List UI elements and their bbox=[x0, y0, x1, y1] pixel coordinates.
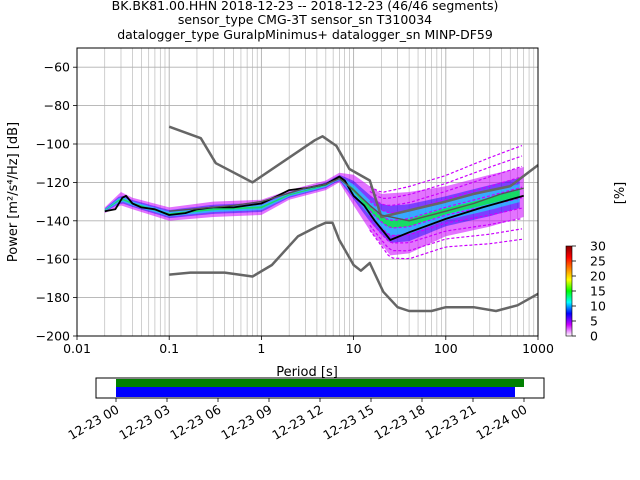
density-band-outer bbox=[104, 167, 524, 256]
sparse-trace bbox=[369, 165, 523, 206]
timeline-tick-label: 12-23 03 bbox=[116, 402, 172, 443]
x-axis-label: Period [s] bbox=[276, 365, 338, 380]
sparse-trace bbox=[369, 224, 523, 252]
x-tick-label: 100 bbox=[434, 341, 458, 356]
y-axis-label: Power [m²/s⁴/Hz] [dB] bbox=[6, 122, 21, 262]
y-tick-label: −60 bbox=[44, 60, 70, 75]
sparse-trace bbox=[369, 155, 523, 200]
sparse-trace bbox=[369, 176, 523, 214]
series-noise-model-low bbox=[169, 221, 539, 313]
timeline-tick-label: 12-23 00 bbox=[65, 402, 121, 443]
colorbar-tick-label: 5 bbox=[590, 314, 598, 329]
colorbar-tick-label: 0 bbox=[590, 329, 598, 344]
segments-bar bbox=[116, 387, 515, 397]
series-mode bbox=[104, 175, 524, 241]
series-mean bbox=[169, 177, 524, 222]
coverage-bar bbox=[116, 379, 524, 387]
y-axis-ticks: −200 −180 −160 −140 −120 −100 −80 −60 bbox=[36, 60, 77, 344]
sparse-trace bbox=[369, 229, 523, 260]
colorbar-tick-label: 20 bbox=[590, 269, 606, 284]
y-tick-label: −140 bbox=[36, 213, 70, 228]
colorbar-tick-label: 25 bbox=[590, 254, 606, 269]
title-line-3: datalogger_type GuralpMinimus+ datalogge… bbox=[117, 27, 493, 42]
colorbar-tick-label: 30 bbox=[590, 239, 606, 254]
colorbar-scale bbox=[565, 245, 573, 337]
timeline-tick-label: 12-23 12 bbox=[269, 402, 325, 443]
sparse-trace bbox=[369, 145, 523, 193]
sparse-trace bbox=[369, 207, 523, 237]
grid-lines bbox=[77, 48, 538, 336]
timeline-tick-label: 12-23 21 bbox=[422, 402, 478, 443]
psd-lines bbox=[104, 125, 539, 313]
timeline-tick-label: 12-23 18 bbox=[371, 402, 427, 443]
sparse-trace bbox=[369, 186, 523, 221]
colorbar-label: [%] bbox=[613, 182, 628, 205]
y-tick-label: −200 bbox=[36, 329, 70, 344]
y-tick-label: −180 bbox=[36, 290, 70, 305]
title-line-1: BK.BK81.00.HHN 2018-12-23 -- 2018-12-23 … bbox=[112, 0, 499, 13]
timeline-tick-label: 12-23 06 bbox=[167, 402, 223, 443]
x-tick-label: 10 bbox=[346, 341, 362, 356]
y-tick-label: −80 bbox=[44, 98, 70, 113]
colorbar-tick-label: 15 bbox=[590, 284, 606, 299]
title-line-2: sensor_type CMG-3T sensor_sn T310034 bbox=[178, 12, 432, 27]
psd-plot-area: 0.01 0.1 1 10 100 1000 −200 −180 −160 −140 −120 −1… bbox=[36, 47, 554, 356]
x-tick-label: 1 bbox=[257, 341, 265, 356]
x-axis-ticks: 0.01 0.1 1 10 100 1000 bbox=[63, 336, 554, 356]
plot-frame bbox=[76, 47, 539, 337]
y-tick-label: −160 bbox=[36, 252, 70, 267]
x-tick-label: 1000 bbox=[522, 341, 554, 356]
series-noise-model-high bbox=[168, 125, 539, 219]
timeline-tick-label: 12-23 09 bbox=[218, 402, 274, 443]
colorbar-tick-label: 10 bbox=[590, 299, 606, 314]
probability-density-band bbox=[104, 167, 524, 256]
sparse-trace bbox=[369, 217, 523, 244]
timeline-tick-label: 12-23 15 bbox=[320, 402, 376, 443]
y-tick-label: −120 bbox=[36, 175, 70, 190]
timeline-tick-label: 12-24 00 bbox=[473, 402, 529, 443]
x-tick-label: 0.1 bbox=[159, 341, 179, 356]
x-tick-label: 0.01 bbox=[63, 341, 91, 356]
y-tick-label: −100 bbox=[36, 137, 70, 152]
